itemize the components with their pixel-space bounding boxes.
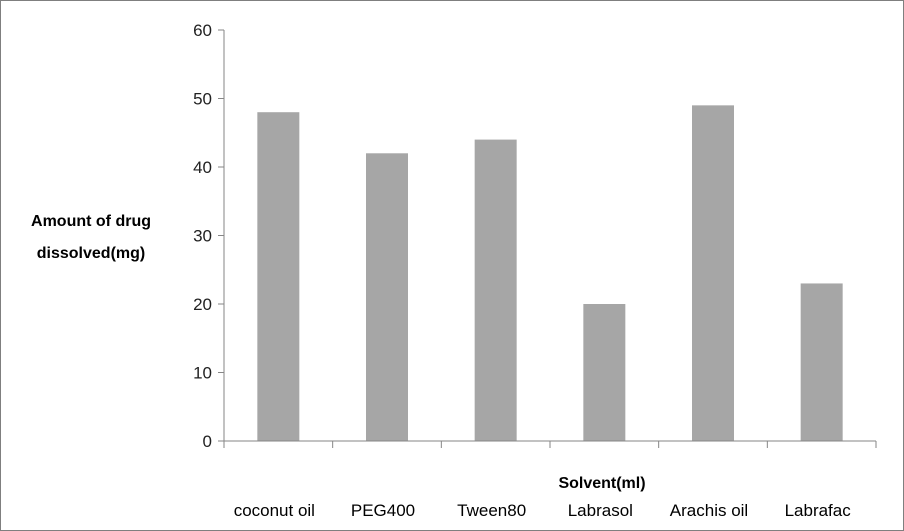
y-tick-label: 20 <box>193 295 212 314</box>
x-category-label: PEG400 <box>351 501 415 520</box>
y-axis-title-line-2: dissolved(mg) <box>37 245 145 262</box>
x-axis-title: Solvent(ml) <box>558 475 645 492</box>
bar-labrafac <box>800 283 843 441</box>
y-tick-label: 0 <box>203 432 212 451</box>
bar-tween80 <box>474 139 517 441</box>
y-tick-label: 10 <box>193 364 212 383</box>
bar-arachis-oil <box>692 105 734 441</box>
x-category-label: Tween80 <box>457 501 526 520</box>
x-category-label: coconut oil <box>234 501 315 520</box>
y-tick-label: 30 <box>193 227 212 246</box>
axes <box>223 30 877 448</box>
x-axis-categories: coconut oil PEG400 Tween80 Labrasol Arachis … <box>234 501 852 520</box>
y-axis-title-line-1: Amount of drug <box>31 213 151 230</box>
y-axis-ticks: 0 10 20 30 40 50 60 <box>193 21 224 451</box>
bar-labrasol <box>583 304 626 441</box>
y-tick-label: 60 <box>193 21 212 40</box>
y-tick-label: 50 <box>193 90 212 109</box>
bar-peg400 <box>366 153 408 442</box>
bar-coconut-oil <box>257 112 300 441</box>
bars <box>257 105 843 442</box>
x-category-label: Arachis oil <box>670 501 748 520</box>
x-category-label: Labrafac <box>785 501 852 520</box>
y-tick-label: 40 <box>193 158 212 177</box>
x-category-label: Labrasol <box>568 501 633 520</box>
